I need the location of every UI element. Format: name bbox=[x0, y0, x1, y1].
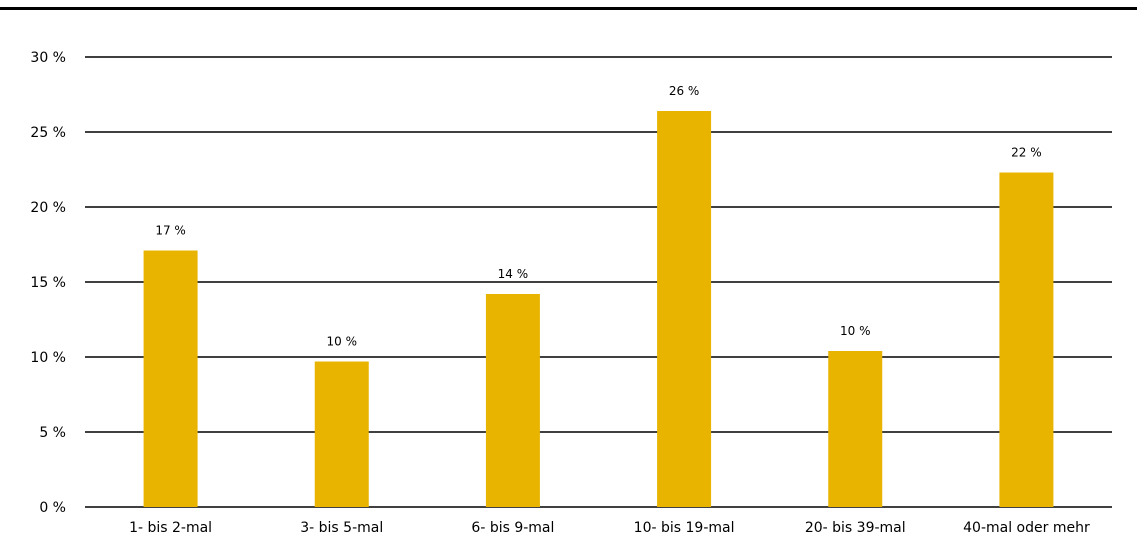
y-tick-label: 30 % bbox=[30, 50, 66, 66]
grid-layer bbox=[85, 56, 1112, 508]
data-label: 22 % bbox=[1011, 146, 1042, 160]
data-label: 26 % bbox=[669, 84, 700, 98]
bar bbox=[657, 111, 712, 507]
data-label: 14 % bbox=[498, 267, 529, 281]
bar bbox=[999, 172, 1054, 507]
y-tick-label: 10 % bbox=[30, 350, 66, 366]
y-tick-label: 15 % bbox=[30, 275, 66, 291]
x-tick-label: 20- bis 39-mal bbox=[805, 520, 906, 536]
bar bbox=[314, 361, 369, 507]
x-tick-label: 10- bis 19-mal bbox=[634, 520, 735, 536]
bar bbox=[828, 351, 883, 507]
data-label: 10 % bbox=[840, 324, 871, 338]
x-tick-label: 40-mal oder mehr bbox=[963, 520, 1090, 536]
y-tick-label: 25 % bbox=[30, 125, 66, 141]
data-labels: 17 % 10 % 14 % 26 % 10 % 22 % bbox=[155, 84, 1041, 349]
x-tick-label: 6- bis 9-mal bbox=[471, 520, 554, 536]
x-tick-label: 1- bis 2-mal bbox=[129, 520, 212, 536]
bar bbox=[485, 294, 540, 507]
y-tick-label: 20 % bbox=[30, 200, 66, 216]
bar bbox=[143, 250, 198, 507]
y-tick-label: 5 % bbox=[39, 425, 66, 441]
y-axis-tick-labels: 0 % 5 % 10 % 15 % 20 % 25 % 30 % bbox=[30, 50, 66, 516]
top-rule bbox=[0, 7, 1137, 10]
data-label: 10 % bbox=[327, 335, 358, 349]
x-tick-label: 3- bis 5-mal bbox=[300, 520, 383, 536]
y-tick-label: 0 % bbox=[39, 500, 66, 516]
data-label: 17 % bbox=[155, 224, 186, 238]
x-axis-tick-labels: 1- bis 2-mal 3- bis 5-mal 6- bis 9-mal 10- … bbox=[129, 520, 1090, 536]
bars bbox=[143, 111, 1054, 507]
